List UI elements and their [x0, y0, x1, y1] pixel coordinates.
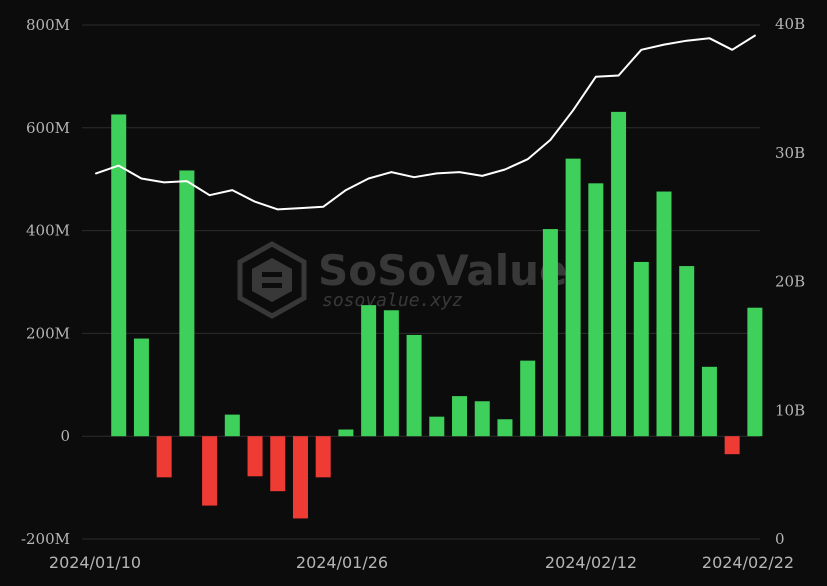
- x-axis-tick-label: 2024/02/12: [545, 553, 637, 572]
- sosovalue-logo-icon: [237, 241, 307, 319]
- watermark-url: sosovalue.xyz: [322, 290, 463, 311]
- bar: [111, 114, 127, 437]
- bar: [588, 183, 604, 437]
- right-axis-tick-label: 0: [775, 530, 785, 548]
- bar: [315, 436, 331, 478]
- left-axis-tick-label: 600M: [26, 119, 70, 137]
- x-axis-tick-label: 2024/01/10: [49, 553, 141, 572]
- bar: [679, 266, 695, 437]
- bar: [633, 261, 649, 437]
- left-axis-tick-label: 0: [60, 427, 70, 445]
- line-series: [95, 34, 756, 211]
- left-axis-tick-label: -200M: [21, 530, 70, 548]
- left-axis-tick-label: 200M: [26, 324, 70, 342]
- right-axis-tick-label: 20B: [775, 273, 805, 291]
- bar: [542, 229, 558, 437]
- bar: [383, 310, 399, 437]
- bar: [452, 396, 468, 437]
- cumulative-line: [95, 34, 756, 211]
- bar: [474, 401, 490, 437]
- right-axis-tick-label: 10B: [775, 401, 805, 419]
- bar: [270, 436, 286, 492]
- bar: [133, 338, 149, 437]
- bar: [179, 170, 195, 437]
- bar: [406, 334, 422, 437]
- bar: [656, 191, 672, 437]
- left-axis-tick-label: 400M: [26, 222, 70, 240]
- bar-series: [111, 111, 763, 519]
- watermark-brand: SoSoValue: [318, 246, 568, 295]
- bar: [361, 305, 377, 437]
- right-axis-tick-label: 40B: [775, 15, 805, 33]
- bar: [202, 436, 218, 506]
- bar: [724, 436, 740, 455]
- bar: [247, 436, 263, 477]
- bar: [520, 360, 536, 437]
- grid: [82, 24, 760, 540]
- bar: [565, 158, 581, 437]
- x-axis-tick-label: 2024/01/26: [296, 553, 388, 572]
- right-axis-tick-label: 30B: [775, 144, 805, 162]
- bar: [701, 366, 717, 437]
- x-axis-tick-label: 2024/02/22: [702, 553, 794, 572]
- x-axis: 2024/01/10 2024/01/26 2024/02/12 2024/02/22: [49, 553, 794, 572]
- right-axis: 0 10B 20B 30B 40B: [775, 15, 805, 548]
- bar: [224, 414, 240, 437]
- left-axis-tick-label: 800M: [26, 16, 70, 34]
- bar: [611, 111, 627, 437]
- bar: [292, 436, 308, 519]
- bar: [338, 429, 354, 437]
- left-axis: -200M 0 200M 400M 600M 800M: [21, 16, 70, 548]
- bar: [497, 419, 513, 437]
- watermark: SoSoValue sosovalue.xyz: [237, 241, 568, 319]
- bar: [429, 416, 445, 437]
- bar: [156, 436, 172, 478]
- bar: [747, 307, 763, 437]
